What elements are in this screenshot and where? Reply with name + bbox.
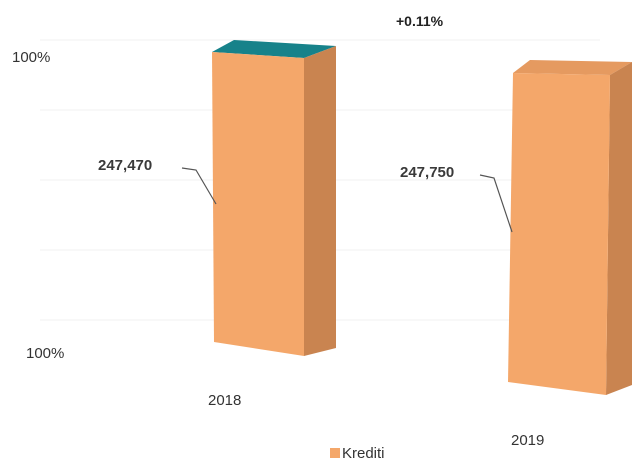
data-label-2018: 247,470 bbox=[98, 157, 152, 174]
legend-label: Krediti bbox=[342, 445, 385, 462]
bar-2018-side bbox=[304, 46, 336, 356]
bar-2019 bbox=[508, 60, 632, 395]
category-label-2018: 2018 bbox=[208, 392, 241, 409]
bar-2019-side bbox=[606, 62, 632, 395]
data-label-2019: 247,750 bbox=[400, 164, 454, 181]
bar-2018-front bbox=[212, 52, 304, 356]
legend: Krediti bbox=[330, 445, 385, 462]
bar-2019-front bbox=[508, 73, 610, 395]
leader-line-2018 bbox=[181, 167, 217, 205]
legend-swatch bbox=[330, 448, 340, 458]
bar-2019-top bbox=[513, 60, 632, 75]
bar-2018 bbox=[212, 40, 336, 356]
category-label-2019: 2019 bbox=[511, 432, 544, 449]
leader-line-2019 bbox=[479, 174, 513, 233]
change-annotation: +0.11% bbox=[396, 13, 444, 29]
axis-label-bottom: 100% bbox=[26, 345, 64, 362]
axis-label-top: 100% bbox=[12, 49, 50, 66]
bar-2018-top bbox=[212, 40, 336, 58]
